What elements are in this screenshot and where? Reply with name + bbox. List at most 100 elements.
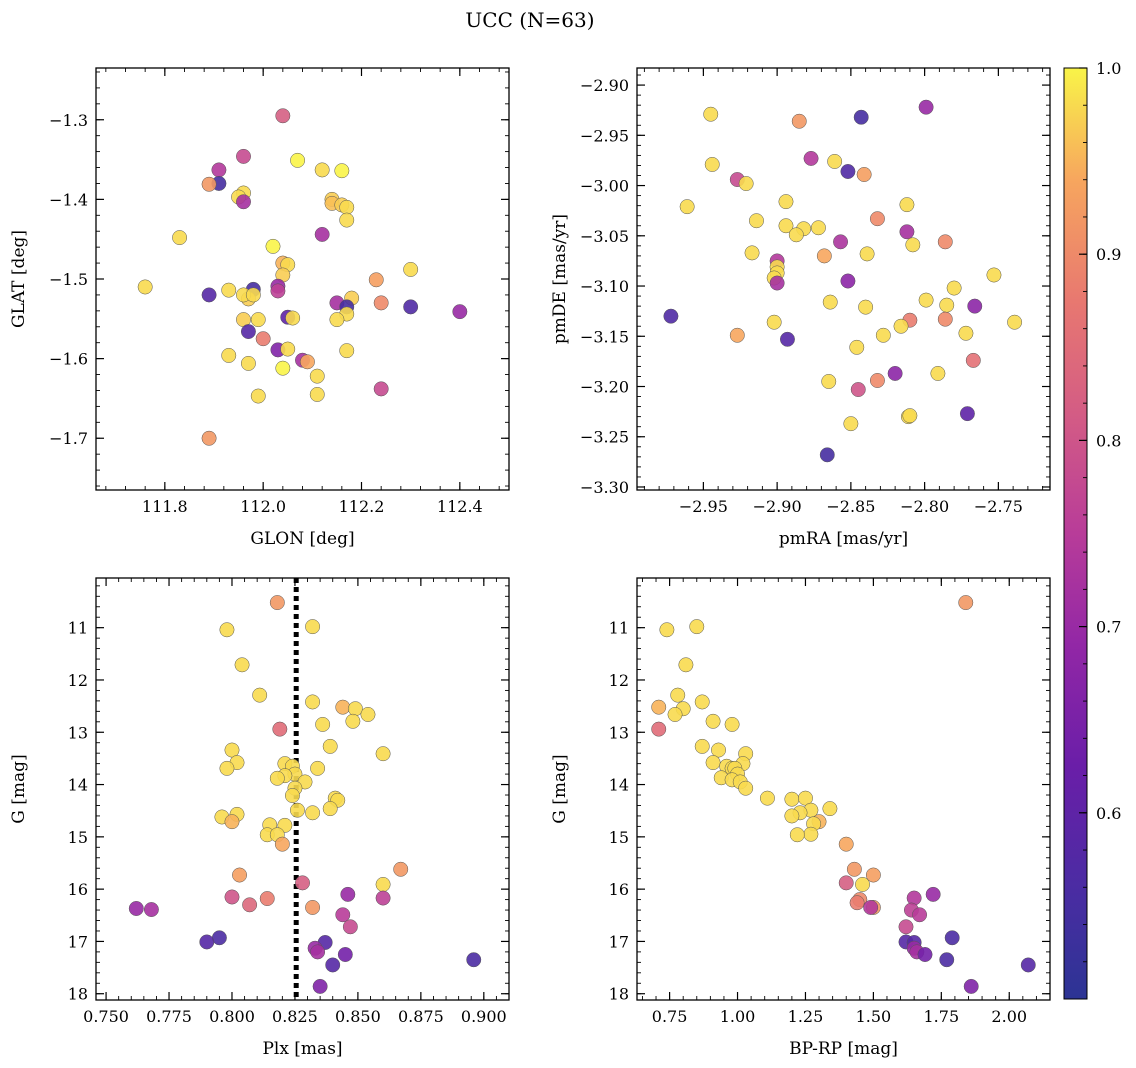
scatter-point	[403, 299, 419, 315]
x-tick-label: −2.80	[900, 497, 949, 516]
scatter-point	[375, 890, 391, 906]
colorbar-tick-label: 1.0	[1096, 59, 1121, 78]
scatter-point	[759, 790, 775, 806]
scatter-point	[250, 388, 266, 404]
scatter-point	[240, 355, 256, 371]
scatter-point	[958, 595, 974, 611]
y-axis-label: G [mag]	[9, 754, 29, 823]
scatter-point	[843, 416, 859, 432]
plx-g-panel: 0.750 0.775 0.800 0.825 0.850 0.875 0.900 11 12 1…	[9, 577, 510, 1059]
scatter-point	[784, 808, 800, 824]
scatter-point	[958, 325, 974, 341]
scatter-point	[918, 99, 934, 115]
scatter-point	[651, 699, 667, 715]
scatter-point	[822, 801, 838, 817]
y-tick-label: −1.3	[49, 111, 88, 130]
scatter-point	[659, 622, 675, 638]
scatter-point	[749, 213, 764, 229]
y-tick-label: 11	[68, 619, 88, 638]
colorbar-tick-label: 0.6	[1096, 804, 1121, 823]
y-tick-label: −3.30	[580, 478, 629, 497]
y-axis-label: GLAT [deg]	[9, 230, 29, 328]
scatter-point	[1020, 957, 1036, 973]
scatter-point	[305, 899, 321, 915]
scatter-point	[322, 738, 338, 754]
colorbar-gradient	[1063, 67, 1088, 1000]
scatter-point	[265, 238, 281, 254]
plot-frame	[95, 577, 510, 1001]
scatter-point	[803, 150, 819, 166]
scatter-point	[899, 224, 915, 240]
scatter-point	[234, 657, 250, 673]
scatter-point	[738, 780, 754, 796]
scatter-point	[360, 707, 376, 722]
scatter-point	[375, 746, 391, 762]
scatter-point	[853, 109, 869, 125]
scatter-point	[236, 194, 251, 210]
scatter-point	[342, 919, 358, 935]
scatter-point	[939, 952, 955, 968]
scatter-point	[946, 280, 962, 296]
scatter-point	[334, 163, 350, 179]
scatter-point	[959, 406, 975, 422]
scatter-point	[309, 368, 325, 384]
scatter-point	[299, 354, 315, 370]
scatter-point	[724, 716, 740, 732]
y-tick-label: 17	[609, 932, 629, 951]
scatter-point	[340, 886, 356, 902]
scatter-point	[704, 157, 720, 172]
x-tick-label: 0.75	[652, 1007, 688, 1026]
scatter-point	[838, 836, 854, 852]
scatter-point	[310, 944, 326, 960]
scatter-point	[295, 875, 310, 891]
x-tick-label: 0.775	[146, 1007, 192, 1026]
scatter-point	[670, 687, 686, 703]
scatter-point	[270, 283, 286, 299]
scatter-point	[345, 713, 361, 729]
plot-frame	[636, 67, 1051, 491]
scatter-point	[232, 867, 247, 883]
scatter-point	[651, 721, 667, 737]
scatter-point	[347, 701, 363, 717]
scatter-point	[694, 694, 710, 710]
scatter-point	[199, 934, 215, 950]
y-tick-label: 15	[68, 828, 88, 847]
scatter-point	[863, 899, 879, 915]
scatter-point	[285, 310, 301, 326]
scatter-point	[452, 304, 468, 320]
colorbar-tick-label: 0.8	[1096, 431, 1121, 450]
scatter-point	[967, 298, 983, 314]
scatter-point	[944, 930, 960, 946]
scatter-point	[855, 876, 870, 892]
scatter-point	[816, 248, 832, 264]
scatter-point	[290, 802, 305, 818]
scatter-point	[322, 801, 338, 817]
y-tick-label: −1.6	[49, 350, 88, 369]
y-tick-label: 14	[609, 776, 629, 795]
x-tick-label: 0.875	[398, 1007, 444, 1026]
scatter-point	[221, 347, 237, 363]
x-tick-label: −2.85	[826, 497, 875, 516]
x-tick-label: 0.825	[272, 1007, 318, 1026]
scatter-point	[705, 713, 721, 729]
scatter-point	[368, 272, 384, 288]
x-tick-label: 111.8	[142, 497, 188, 516]
scatter-point	[679, 199, 695, 215]
y-axis-label: G [mag]	[550, 754, 570, 823]
scatter-point	[375, 876, 391, 892]
scatter-point	[663, 308, 679, 324]
scatter-point	[275, 108, 291, 124]
scatter-point	[315, 716, 331, 732]
scatter-point	[373, 381, 389, 397]
scatter-point	[869, 373, 885, 388]
x-axis-label: BP-RP [mag]	[789, 1039, 898, 1059]
scatter-point	[925, 886, 941, 902]
scatter-point	[211, 930, 227, 946]
y-tick-label: 13	[609, 723, 629, 742]
y-tick-label: −3.00	[580, 177, 629, 196]
scatter-point	[849, 339, 865, 355]
scatter-point	[694, 738, 710, 754]
y-tick-label: −1.4	[49, 190, 88, 209]
y-tick-label: −2.90	[580, 76, 629, 95]
scatter-point	[269, 595, 285, 611]
